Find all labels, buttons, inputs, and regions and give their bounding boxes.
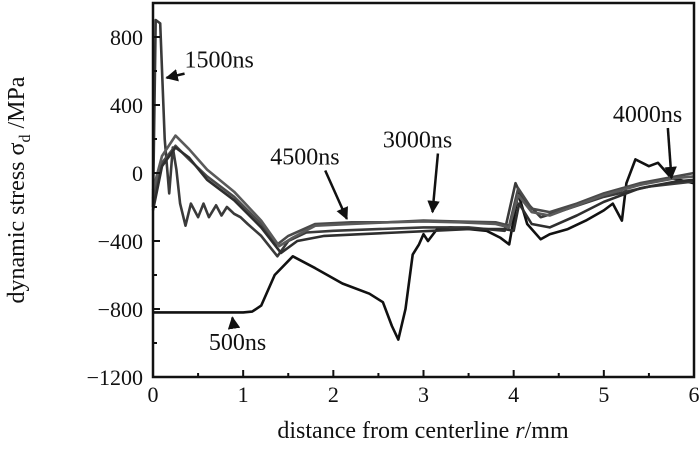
y-axis-label-sub: d xyxy=(17,135,34,143)
y-tick-label: −800 xyxy=(98,297,143,322)
series-layer xyxy=(151,18,695,341)
y-axis-label-main: dynamic stress σ xyxy=(4,142,30,303)
x-axis-label-unit: /mm xyxy=(525,418,569,444)
annotation-arrow-3000ns xyxy=(427,153,440,214)
y-tick-label: 800 xyxy=(110,25,143,50)
x-axis-label: distance from centerline r/mm xyxy=(277,418,569,444)
y-axis-label: dynamic stress σd /MPa xyxy=(4,76,34,303)
annotation-arrow-500ns xyxy=(227,316,241,330)
annotation-label-4000ns: 4000ns xyxy=(613,102,682,128)
y-tick-label: −400 xyxy=(98,229,143,254)
ticks-layer: 0 1 2 3 4 5 6 800 400 0 −400 −800 −1200 xyxy=(87,25,700,407)
x-tick-label: 4 xyxy=(508,382,519,407)
y-axis-label-unit: /MPa xyxy=(4,76,30,134)
x-tick-label: 2 xyxy=(328,382,339,407)
annotations-layer: 1500ns 4500ns 3000ns 4000ns 500ns xyxy=(165,48,682,356)
x-tick-label: 0 xyxy=(148,382,159,407)
x-tick-label: 6 xyxy=(689,382,700,407)
y-tick-label: −1200 xyxy=(87,365,143,390)
y-tick-label: 400 xyxy=(110,93,143,118)
series-line-4000ns xyxy=(151,146,695,255)
annotation-label-4500ns: 4500ns xyxy=(270,145,339,171)
x-axis-label-var: r xyxy=(515,418,525,444)
x-tick-label: 3 xyxy=(418,382,429,407)
y-tick-label: 0 xyxy=(132,161,143,186)
x-tick-label: 1 xyxy=(238,382,249,407)
annotation-label-500ns: 500ns xyxy=(209,330,266,356)
x-axis-label-main: distance from centerline xyxy=(277,418,515,444)
annotation-arrow-4500ns xyxy=(324,169,348,221)
series-line-3000ns xyxy=(151,134,695,248)
series-line-500ns xyxy=(153,158,695,341)
annotation-label-3000ns: 3000ns xyxy=(383,128,452,154)
annotation-arrow-4000ns xyxy=(664,127,677,180)
x-tick-label: 5 xyxy=(598,382,609,407)
annotation-label-1500ns: 1500ns xyxy=(185,48,254,74)
annotation-arrow-1500ns xyxy=(165,69,185,82)
